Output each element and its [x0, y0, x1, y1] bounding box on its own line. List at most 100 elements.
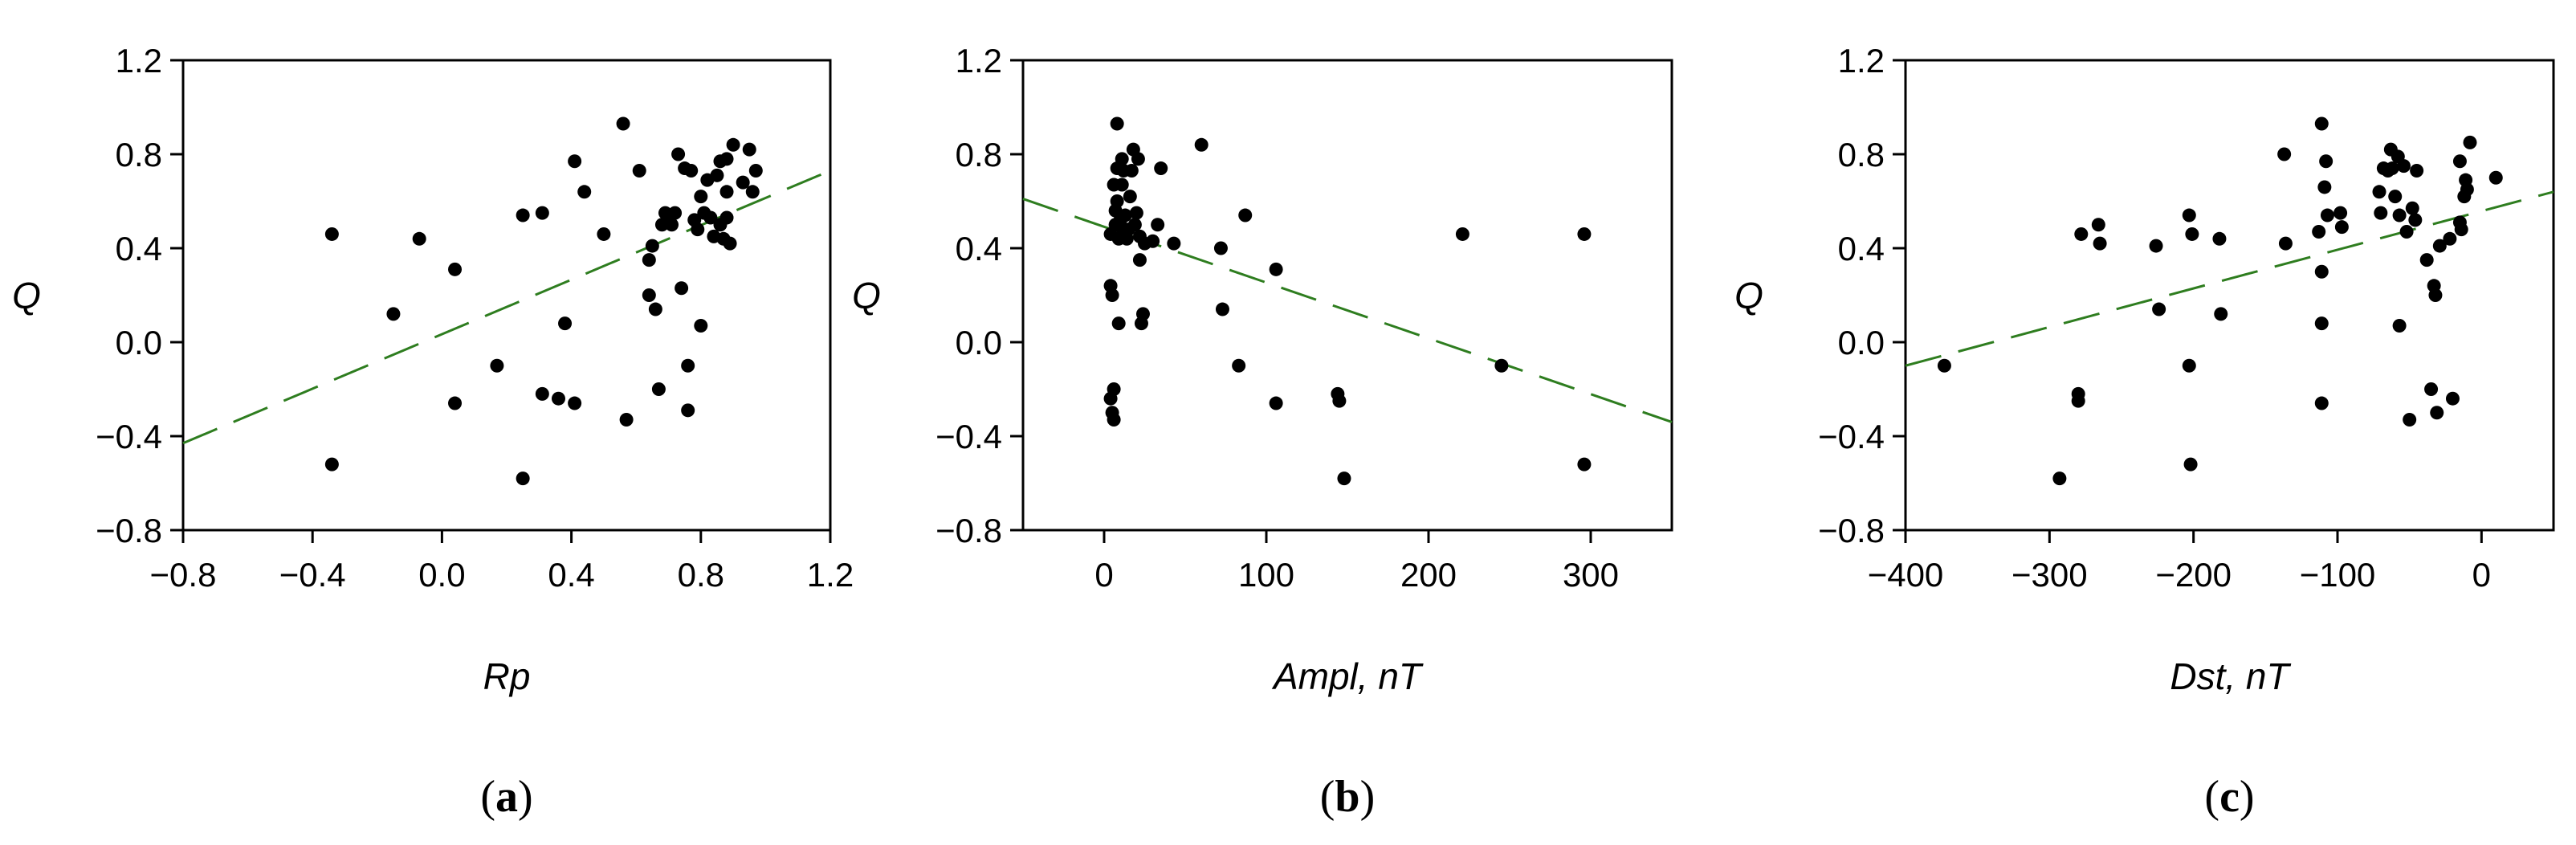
chart-a-y-axis-title: Q [12, 275, 41, 316]
chart-c-data-point [2488, 170, 2503, 185]
chart-b-x-tick-label: 200 [1400, 556, 1457, 594]
chart-a-data-point [675, 281, 689, 296]
chart-a-data-point [616, 116, 630, 131]
chart-a-data-point [648, 302, 662, 316]
chart-a-data-point [642, 288, 656, 302]
chart-c-y-tick-label: 0.0 [1838, 324, 1885, 361]
chart-a-data-point [745, 185, 760, 199]
chart-b-data-point [1115, 178, 1129, 192]
chart-a-y-tick-label: 0.4 [116, 230, 162, 267]
chart-c-data-point [2214, 307, 2228, 321]
chart-c-data-point [2074, 227, 2089, 241]
chart-c-data-point [2445, 391, 2460, 406]
chart-a-x-tick-label: 0.0 [418, 556, 465, 594]
chart-a-data-point [645, 239, 659, 253]
chart-a-x-tick-label: −0.8 [150, 556, 217, 594]
chart-c-data-point [2408, 213, 2423, 227]
chart-c-data-point [2152, 302, 2166, 316]
chart-c: −400 −300 −200 −100 0 −0.8 −0.4 0.0 0.4 0.8 1.2 Q Ds… [1734, 42, 2555, 822]
chart-c-data-point [2430, 406, 2444, 420]
chart-a-data-point [703, 210, 718, 225]
chart-a-data-point [386, 307, 401, 321]
chart-a-data-point [694, 319, 708, 333]
chart-c-data-point [2278, 236, 2293, 251]
chart-a-data-point [642, 253, 656, 267]
chart-a-data-point [516, 208, 530, 222]
chart-c-data-point [2319, 154, 2333, 169]
chart-c-data-point [2392, 319, 2407, 333]
chart-c-data-point [2091, 218, 2105, 232]
chart-a-x-tick-label: 0.8 [678, 556, 724, 594]
chart-b-x-tick-label: 0 [1094, 556, 1113, 594]
chart-a-data-point [736, 175, 750, 190]
chart-c-data-point [2182, 358, 2196, 373]
chart-a-data-point [719, 210, 734, 225]
chart-b-data-point [1577, 457, 1592, 471]
chart-a-data-point [719, 185, 734, 199]
chart-c-data-point [2333, 206, 2348, 220]
chart-a-data-point [681, 358, 695, 373]
chart-c-data-point [2314, 116, 2329, 131]
chart-a-data-point [681, 403, 695, 418]
chart-c-data-point [2428, 288, 2443, 302]
chart-b-data-point [1124, 163, 1139, 178]
chart-c-data-point [2277, 147, 2292, 161]
chart-b-data-point [1577, 227, 1592, 241]
chart-c-data-point [2403, 413, 2417, 427]
chart-b-data-point [1127, 218, 1142, 232]
chart-a-panel-label: (a) [480, 772, 532, 822]
chart-b-plot-frame [1021, 59, 1673, 532]
chart-b-data-point [1455, 227, 1469, 241]
chart-c-data-point [2374, 206, 2388, 220]
chart-b-data-point [1107, 382, 1121, 396]
chart-c-data-point [2212, 231, 2227, 246]
chart-a-data-point [597, 227, 611, 241]
chart-c-panel-label: (c) [2204, 772, 2254, 822]
chart-c-x-tick-label: −100 [2300, 556, 2376, 594]
chart-c-data-point [2093, 236, 2107, 251]
chart-c-data-point [2314, 316, 2329, 331]
chart-c-y-tick-label: −0.8 [1818, 512, 1885, 549]
chart-a-data-point [668, 206, 683, 220]
chart-c-data-point [2432, 239, 2447, 253]
chart-c-data-point [2071, 394, 2085, 408]
chart-b-x-tick-label: 300 [1563, 556, 1619, 594]
chart-c-data-point [2392, 208, 2407, 222]
chart-b-data-point [1132, 253, 1147, 267]
chart-b-data-point [1111, 316, 1126, 331]
chart-c-data-point [2443, 231, 2457, 246]
chart-b-data-point [1110, 116, 1124, 131]
chart-b-y-tick-label: −0.8 [935, 512, 1002, 549]
chart-c-data-point [2149, 239, 2163, 253]
chart-c-data-point [2452, 154, 2467, 169]
chart-a-data-point [490, 358, 504, 373]
chart-b-y-tick-label: 0.0 [956, 324, 1002, 361]
chart-c-data-point [2182, 208, 2196, 222]
chart-c-data-point [2454, 222, 2468, 237]
chart-c-data-point [2388, 190, 2403, 204]
chart-a-data-point [577, 185, 592, 199]
chart-c-data-point [2410, 163, 2424, 178]
chart-c-y-tick-label: 1.2 [1838, 42, 1885, 80]
chart-c-y-tick-label: −0.4 [1818, 418, 1885, 455]
chart-b-data-point [1494, 358, 1509, 373]
chart-b-y-tick-label: −0.4 [935, 418, 1002, 455]
chart-c-plot-frame [1904, 59, 2555, 532]
chart-c-x-tick-label: −400 [1868, 556, 1944, 594]
chart-a-data-point [448, 262, 463, 276]
chart-b-data-point [1110, 194, 1124, 208]
chart-b-data-point [1154, 161, 1168, 176]
chart-c-data-point [2320, 208, 2334, 222]
chart-a-data-point [535, 206, 549, 220]
chart-b-y-tick-label: 1.2 [956, 42, 1002, 80]
chart-b-data-point [1118, 208, 1132, 222]
chart-c-data-point [2317, 180, 2332, 194]
chart-c-data-point [2183, 457, 2198, 471]
chart-a-data-point [726, 137, 740, 152]
chart-a-data-point [412, 231, 426, 246]
chart-a-x-tick-label: 0.4 [548, 556, 594, 594]
chart-b-data-point [1135, 307, 1150, 321]
chart-a-data-point [535, 386, 549, 401]
chart-c-data-point [2334, 220, 2349, 235]
chart-a-x-axis-title: Rp [483, 655, 531, 697]
